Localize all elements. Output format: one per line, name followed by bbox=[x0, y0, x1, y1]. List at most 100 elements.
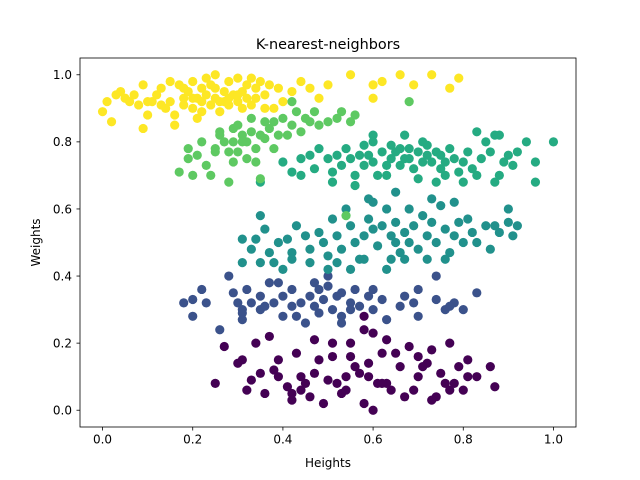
data-point-class-2 bbox=[400, 227, 410, 238]
data-point-class-1 bbox=[368, 304, 378, 315]
data-point-class-4 bbox=[323, 117, 333, 127]
data-point-class-4 bbox=[273, 130, 283, 140]
data-point-class-4 bbox=[269, 117, 279, 127]
data-point-class-5 bbox=[273, 83, 283, 93]
data-point-class-0 bbox=[296, 372, 306, 382]
data-point-class-5 bbox=[454, 73, 464, 83]
data-point-class-3 bbox=[508, 160, 518, 170]
data-point-class-1 bbox=[323, 271, 333, 281]
data-point-class-1 bbox=[233, 298, 243, 308]
data-point-class-2 bbox=[341, 204, 351, 214]
data-point-class-3 bbox=[467, 164, 477, 174]
data-point-class-5 bbox=[197, 83, 207, 93]
data-point-class-0 bbox=[287, 388, 297, 399]
data-point-class-2 bbox=[282, 234, 293, 244]
data-point-class-5 bbox=[170, 120, 180, 130]
data-point-class-3 bbox=[278, 157, 288, 167]
y-tick-label: 0.2 bbox=[53, 336, 72, 350]
data-point-class-3 bbox=[341, 143, 351, 154]
data-point-class-5 bbox=[215, 107, 225, 117]
data-point-class-1 bbox=[431, 271, 441, 281]
data-point-class-2 bbox=[449, 231, 459, 241]
data-point-class-5 bbox=[179, 83, 189, 93]
data-point-class-3 bbox=[359, 160, 369, 170]
data-point-class-0 bbox=[427, 395, 437, 405]
data-point-class-4 bbox=[246, 127, 256, 137]
data-point-class-5 bbox=[138, 80, 148, 90]
data-point-class-5 bbox=[179, 93, 189, 103]
data-point-class-1 bbox=[318, 294, 329, 305]
data-point-class-3 bbox=[404, 143, 414, 154]
data-point-class-2 bbox=[246, 244, 256, 254]
data-point-class-5 bbox=[201, 73, 211, 83]
data-point-class-5 bbox=[242, 80, 252, 90]
data-point-class-4 bbox=[269, 143, 279, 154]
data-point-class-0 bbox=[300, 378, 311, 388]
data-point-class-0 bbox=[246, 375, 256, 385]
data-point-class-0 bbox=[427, 345, 437, 355]
data-point-class-5 bbox=[368, 80, 378, 90]
data-point-class-2 bbox=[409, 221, 419, 231]
data-point-class-2 bbox=[463, 214, 473, 224]
data-point-class-3 bbox=[368, 157, 378, 167]
data-point-class-1 bbox=[382, 315, 392, 325]
data-point-class-2 bbox=[345, 221, 356, 231]
data-point-class-0 bbox=[400, 392, 410, 402]
data-point-class-5 bbox=[224, 93, 234, 103]
data-point-class-3 bbox=[296, 154, 306, 164]
data-point-class-0 bbox=[309, 368, 320, 378]
data-point-class-0 bbox=[309, 335, 320, 345]
data-point-class-5 bbox=[314, 93, 324, 103]
data-point-class-0 bbox=[363, 358, 374, 368]
data-point-class-5 bbox=[233, 97, 243, 107]
data-point-class-2 bbox=[418, 211, 428, 221]
data-point-class-5 bbox=[377, 76, 387, 87]
data-point-class-2 bbox=[305, 258, 315, 268]
data-point-class-2 bbox=[273, 237, 283, 248]
data-point-class-3 bbox=[422, 150, 432, 160]
data-point-class-2 bbox=[237, 234, 247, 244]
data-point-class-2 bbox=[508, 231, 518, 241]
data-point-class-2 bbox=[503, 204, 513, 214]
x-tick-label: 0.0 bbox=[93, 433, 112, 447]
data-point-class-3 bbox=[472, 170, 482, 181]
data-point-class-1 bbox=[273, 278, 283, 288]
data-point-class-2 bbox=[255, 258, 265, 268]
data-point-class-2 bbox=[391, 187, 401, 197]
data-point-class-0 bbox=[269, 365, 279, 375]
data-point-class-0 bbox=[377, 348, 387, 358]
data-point-class-4 bbox=[246, 113, 256, 123]
data-point-class-2 bbox=[260, 224, 270, 234]
data-point-class-2 bbox=[323, 264, 333, 274]
data-point-class-5 bbox=[170, 110, 180, 120]
data-point-class-5 bbox=[251, 93, 261, 103]
data-point-class-0 bbox=[368, 405, 378, 415]
data-point-class-5 bbox=[237, 103, 247, 113]
data-point-class-1 bbox=[314, 284, 324, 295]
data-point-class-2 bbox=[287, 254, 297, 264]
data-point-class-3 bbox=[350, 180, 360, 191]
data-point-class-5 bbox=[115, 86, 126, 97]
data-point-class-3 bbox=[494, 170, 504, 181]
data-point-class-3 bbox=[530, 157, 541, 167]
data-point-class-3 bbox=[458, 157, 468, 167]
data-point-class-4 bbox=[197, 137, 207, 147]
data-point-class-5 bbox=[246, 73, 256, 83]
data-point-class-1 bbox=[300, 318, 311, 328]
data-point-class-0 bbox=[291, 348, 302, 358]
data-point-class-0 bbox=[341, 372, 351, 382]
data-point-class-4 bbox=[309, 107, 320, 117]
data-point-class-4 bbox=[314, 120, 324, 130]
data-point-class-2 bbox=[269, 258, 279, 268]
data-point-class-5 bbox=[125, 97, 135, 107]
data-point-class-5 bbox=[143, 110, 153, 120]
data-point-class-0 bbox=[273, 372, 283, 382]
data-point-class-3 bbox=[409, 164, 419, 174]
data-point-class-0 bbox=[377, 378, 387, 388]
data-point-class-1 bbox=[237, 308, 247, 318]
data-point-class-2 bbox=[494, 227, 504, 238]
data-point-class-5 bbox=[409, 80, 419, 90]
data-point-class-1 bbox=[309, 301, 320, 311]
data-point-class-4 bbox=[201, 160, 211, 170]
data-point-class-0 bbox=[490, 382, 500, 392]
